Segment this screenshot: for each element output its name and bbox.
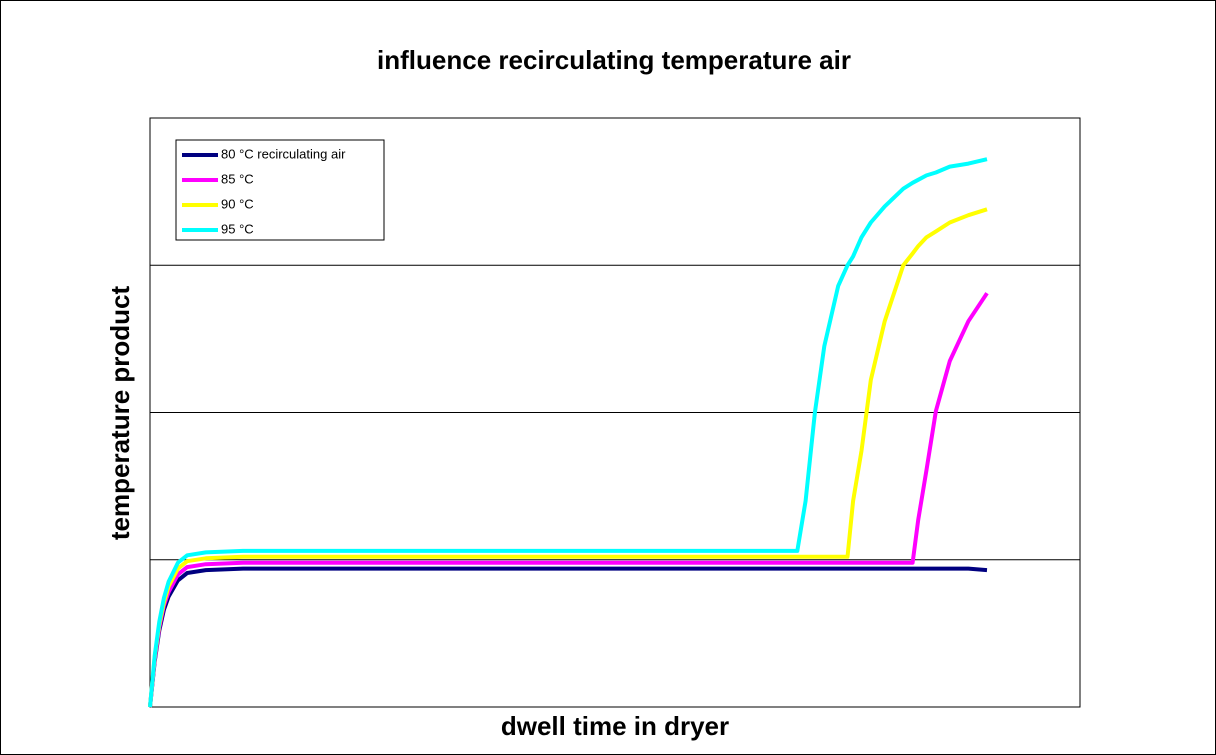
series-line bbox=[148, 566, 988, 708]
legend-label: 95 °C bbox=[221, 221, 254, 236]
y-axis-label: temperature product bbox=[105, 286, 135, 541]
series-line bbox=[148, 292, 989, 708]
legend-label: 90 °C bbox=[221, 196, 254, 211]
series-line bbox=[148, 157, 988, 708]
legend-label: 85 °C bbox=[221, 171, 254, 186]
legend-label: 80 °C recirculating air bbox=[221, 146, 346, 161]
x-axis-label: dwell time in dryer bbox=[501, 711, 729, 741]
chart-title: influence recirculating temperature air bbox=[377, 45, 851, 75]
series-line bbox=[148, 207, 988, 708]
